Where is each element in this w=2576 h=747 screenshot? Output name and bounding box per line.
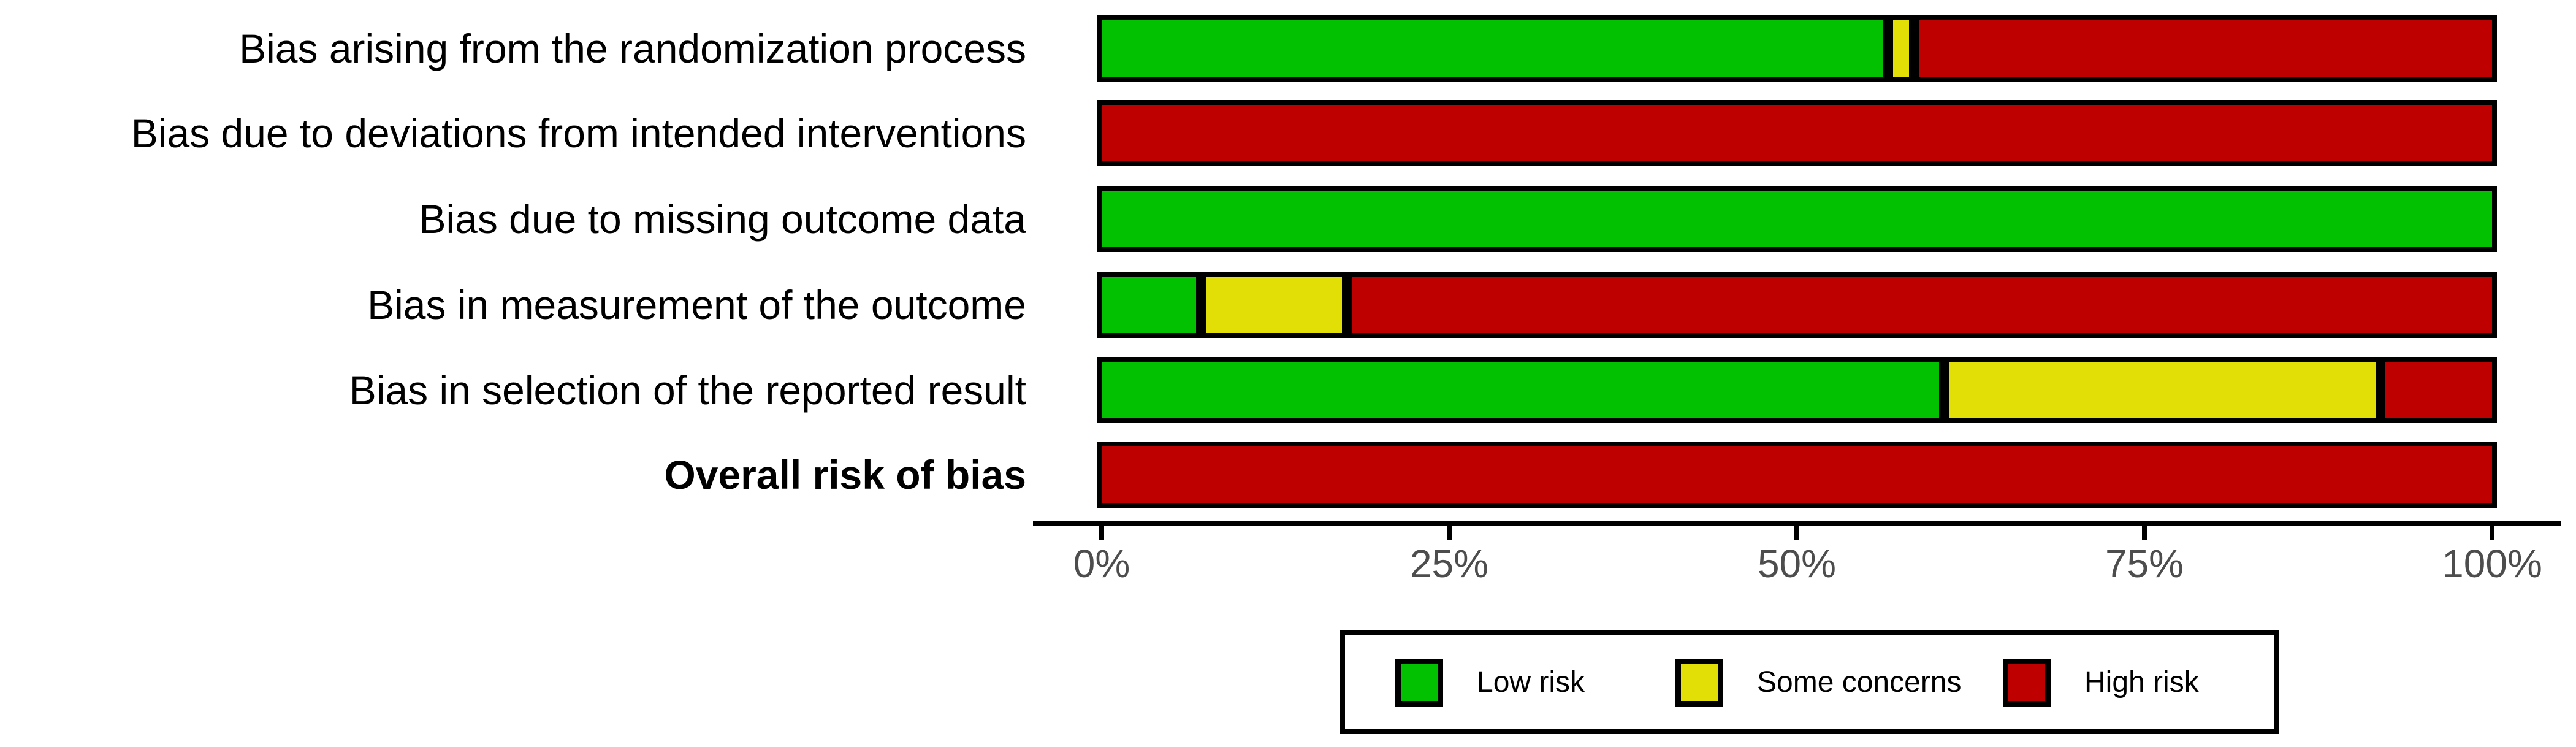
bar-segment-high-risk [2380,357,2497,423]
bar-row [1097,15,2497,82]
bar-row [1097,272,2497,338]
legend-swatch-low-risk [1395,658,1443,707]
bar-segment-low-risk [1097,357,1945,423]
x-axis-tick [2142,526,2147,540]
x-axis-tick-label: 0% [1073,542,1130,586]
legend-swatch-some-concerns [1675,658,1723,707]
legend-label: High risk [2084,666,2199,699]
legend-swatch-high-risk [2003,658,2051,707]
bar-row [1097,186,2497,252]
x-axis-line [1033,521,2561,526]
x-axis-tick-label: 75% [2105,542,2184,586]
legend-box: Low risk Some concerns High risk [1340,630,2279,734]
legend-item: High risk [2003,635,2199,729]
bar-row [1097,357,2497,423]
category-label: Bias in measurement of the outcome [367,282,1026,328]
x-axis-tick-label: 50% [1757,542,1837,586]
category-label: Bias due to deviations from intended int… [131,110,1026,156]
x-axis-tick [1099,526,1104,540]
bar-segment-some-concerns [1888,15,1915,82]
x-axis-tick [1447,526,1452,540]
category-label: Bias due to missing outcome data [419,196,1026,242]
legend-label: Low risk [1477,666,1585,699]
legend-item: Some concerns [1675,635,1962,729]
legend-label: Some concerns [1757,666,1962,699]
legend-item: Low risk [1395,635,1585,729]
x-axis-tick-label: 25% [1409,542,1489,586]
bar-row [1097,100,2497,166]
bar-segment-low-risk [1097,186,2497,252]
bar-segment-high-risk [1346,272,2497,338]
category-label: Bias arising from the randomization proc… [239,26,1026,71]
bar-segment-high-risk [1914,15,2497,82]
x-axis-tick [2490,526,2494,540]
x-axis-tick-label: 100% [2442,542,2542,586]
bar-segment-high-risk [1097,100,2497,166]
bar-segment-some-concerns [1944,357,2380,423]
bar-segment-some-concerns [1201,272,1347,338]
bar-row [1097,442,2497,508]
bar-segment-low-risk [1097,272,1202,338]
category-label: Bias in selection of the reported result [349,367,1026,413]
bar-segment-low-risk [1097,15,1888,82]
x-axis-tick [1794,526,1799,540]
category-label: Overall risk of bias [664,452,1026,497]
bar-segment-high-risk [1097,442,2497,508]
